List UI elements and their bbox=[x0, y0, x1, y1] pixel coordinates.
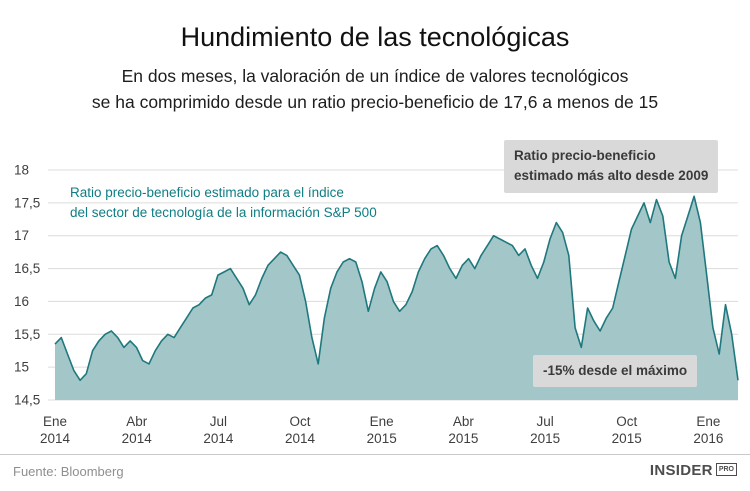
subtitle-line-1: En dos meses, la valoración de un índice… bbox=[121, 66, 629, 86]
y-axis-label: 16 bbox=[14, 294, 29, 309]
x-axis-label-year: 2016 bbox=[693, 431, 723, 446]
y-axis-label: 15 bbox=[14, 360, 29, 375]
x-axis-label-year: 2015 bbox=[448, 431, 478, 446]
logo-insider-text: INSIDER bbox=[649, 462, 713, 479]
x-axis-label-month: Ene bbox=[43, 414, 67, 429]
y-axis-label: 15,5 bbox=[14, 327, 40, 342]
x-axis-label-month: Oct bbox=[616, 414, 637, 429]
series-label: Ratio precio-beneficio estimado para el … bbox=[70, 183, 377, 224]
source-credit: Fuente: Bloomberg bbox=[13, 464, 124, 479]
area-series bbox=[55, 196, 738, 400]
subtitle-line-2: se ha comprimido desde un ratio precio-b… bbox=[91, 92, 659, 113]
x-axis-label-month: Oct bbox=[289, 414, 310, 429]
y-axis-label: 14,5 bbox=[14, 393, 40, 408]
x-axis-label-month: Abr bbox=[126, 414, 148, 429]
x-axis-label-year: 2015 bbox=[367, 431, 397, 446]
insider-pro-logo: INSIDER PRO bbox=[650, 462, 737, 479]
x-axis-label-year: 2014 bbox=[40, 431, 71, 446]
pe-ratio-area-chart: 1817,51716,51615,51514,5Ene2014Abr2014Ju… bbox=[14, 163, 739, 446]
x-axis-label-month: Ene bbox=[696, 414, 720, 429]
y-axis-label: 17 bbox=[14, 228, 29, 243]
x-axis-label-year: 2014 bbox=[122, 431, 153, 446]
y-axis-label: 17,5 bbox=[14, 195, 40, 210]
series-label-line-1: Ratio precio-beneficio estimado para el … bbox=[70, 185, 344, 200]
x-axis-label-month: Abr bbox=[453, 414, 475, 429]
x-axis-label-year: 2014 bbox=[285, 431, 316, 446]
logo-pro-badge: PRO bbox=[715, 463, 737, 476]
page-title: Hundimiento de las tecnológicas bbox=[180, 22, 570, 52]
series-label-line-2: del sector de tecnología de la informaci… bbox=[70, 205, 377, 221]
x-axis-label-month: Jul bbox=[536, 414, 553, 429]
x-axis-label-year: 2015 bbox=[530, 431, 560, 446]
callout-highest-line-2: estimado más alto desde 2009 bbox=[514, 168, 709, 184]
line-series bbox=[54, 195, 739, 382]
footer-divider bbox=[0, 454, 750, 455]
callout-drop-from-peak: -15% desde el máximo bbox=[533, 355, 698, 388]
x-axis-label-month: Ene bbox=[370, 414, 394, 429]
y-axis-label: 18 bbox=[14, 163, 29, 178]
x-axis-label-year: 2015 bbox=[612, 431, 642, 446]
subtitle: En dos meses, la valoración de un índice… bbox=[0, 63, 750, 116]
callout-highest-since-2009: Ratio precio-beneficio estimado más alto… bbox=[504, 140, 719, 193]
x-axis-label-year: 2014 bbox=[203, 431, 234, 446]
y-axis-label: 16,5 bbox=[14, 261, 40, 276]
x-axis-label-month: Jul bbox=[210, 414, 227, 429]
callout-highest-line-1: Ratio precio-beneficio bbox=[514, 148, 656, 163]
